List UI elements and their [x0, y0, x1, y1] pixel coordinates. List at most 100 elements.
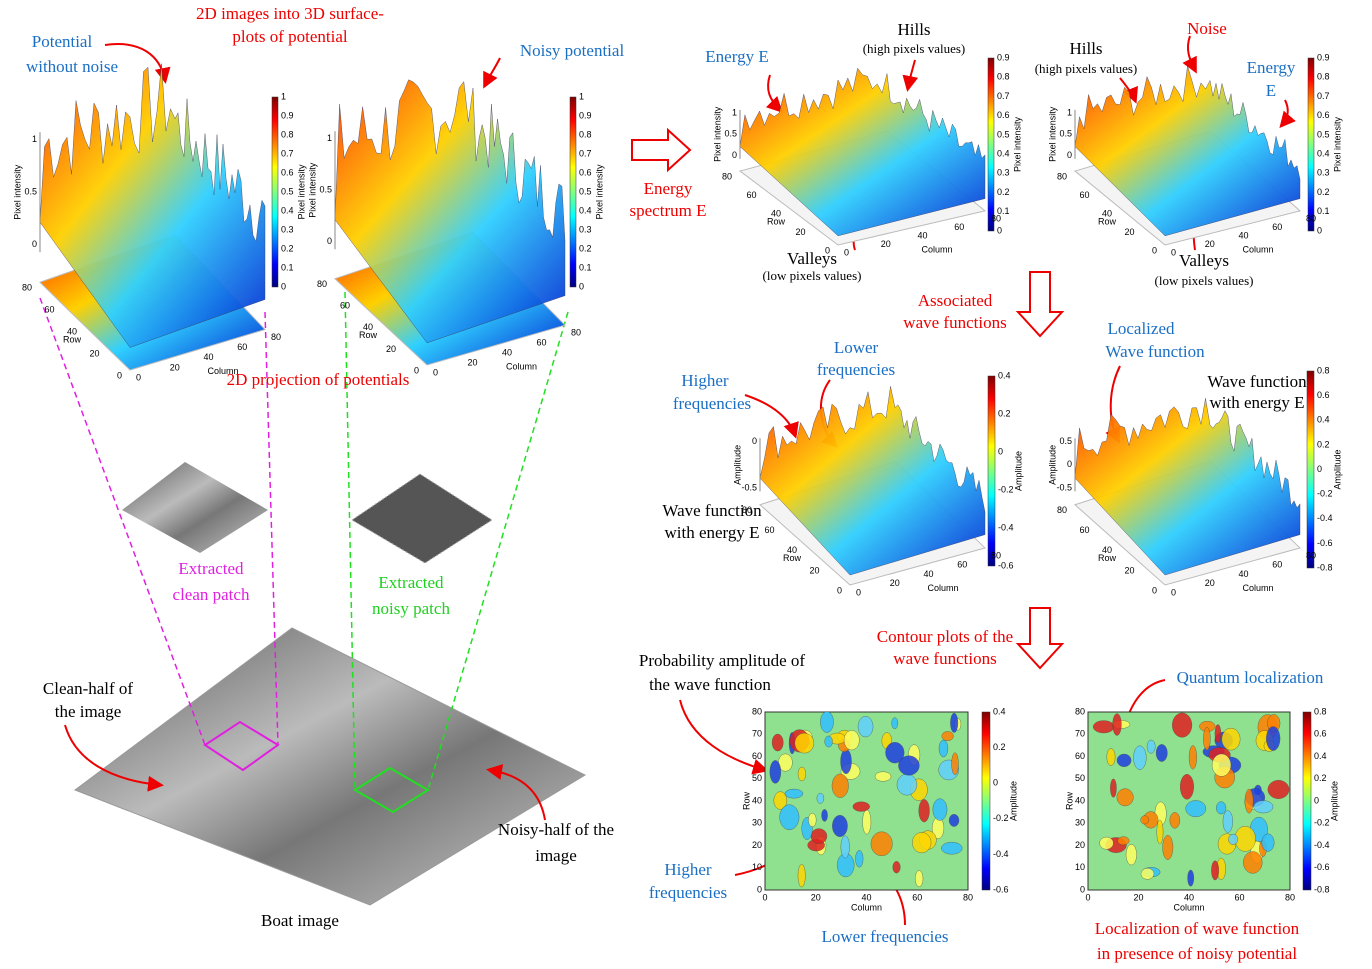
row-tick: 10 — [752, 862, 762, 872]
contour-blob — [1116, 753, 1132, 767]
column-tick: 60 — [237, 342, 247, 352]
contour-blob — [870, 831, 893, 857]
column-label: Column — [506, 361, 537, 371]
colorbar — [569, 96, 577, 288]
row-tick: 70 — [1075, 729, 1085, 739]
annotation: wave functions — [893, 649, 996, 668]
contour-blob — [1169, 812, 1181, 829]
row-tick: 40 — [67, 327, 77, 337]
colorbar-tick: 0.8 — [579, 129, 592, 139]
row-label: Row — [63, 335, 82, 345]
colorbar-label: Pixel intensity — [594, 164, 604, 220]
annotation: Valleys — [787, 249, 837, 268]
boat-image — [73, 627, 587, 906]
column-tick: 20 — [890, 578, 900, 588]
annotation: Energy — [1247, 58, 1296, 77]
contour-blob — [932, 798, 948, 821]
colorbar-tick: 0.1 — [579, 262, 592, 272]
contour-blob — [1261, 833, 1275, 852]
annotation: Valleys — [1179, 251, 1229, 270]
colorbar-tick: 0.4 — [579, 205, 592, 215]
column-tick: 0 — [1085, 892, 1090, 902]
row-tick: 60 — [764, 525, 774, 535]
colorbar-label: Pixel intensity — [1332, 116, 1342, 172]
contour-blob — [816, 792, 825, 804]
row-tick: 60 — [340, 301, 350, 311]
z-label: Pixel intensity — [307, 162, 317, 218]
colorbar-tick: 0.8 — [1317, 72, 1330, 82]
column-tick: 60 — [957, 560, 967, 570]
contour-blob — [918, 799, 930, 823]
colorbar-tick: 0.6 — [281, 167, 294, 177]
row-tick: 30 — [1075, 818, 1085, 828]
dash — [427, 311, 569, 791]
contour-blob — [1228, 833, 1239, 845]
row-tick: 20 — [89, 348, 99, 358]
noisy-patch — [351, 473, 493, 564]
annotation: clean patch — [173, 585, 250, 604]
annotation: Contour plots of the — [877, 627, 1013, 646]
colorbar — [1306, 370, 1315, 569]
annotation: (low pixels values) — [763, 268, 862, 283]
contour-blob — [1222, 810, 1233, 833]
contour-blob — [862, 809, 872, 835]
colorbar-tick: 0.4 — [1317, 415, 1330, 425]
column-label: Column — [922, 244, 953, 254]
colorbar-tick: 0.9 — [579, 110, 592, 120]
column-label: Column — [928, 583, 959, 593]
annotation: Wave function — [1105, 342, 1205, 361]
contour-blob — [948, 814, 960, 827]
contour-blob — [891, 717, 899, 730]
contour-blob — [1106, 748, 1116, 766]
annotation: Hills — [897, 20, 930, 39]
annotation: Extracted — [378, 573, 444, 592]
row-tick: 20 — [386, 344, 396, 354]
row-tick: 40 — [771, 208, 781, 218]
annotation: Noise — [1187, 19, 1227, 38]
annotation: Clean-half of — [43, 679, 133, 698]
column-tick: 60 — [1234, 892, 1244, 902]
annotation: the wave function — [649, 675, 771, 694]
colorbar-tick: -0.4 — [1314, 840, 1330, 850]
z-tick: 1 — [327, 133, 332, 143]
colorbar-tick: 0.4 — [1317, 148, 1330, 158]
column-tick: 0 — [844, 247, 849, 257]
row-tick: 40 — [363, 322, 373, 332]
surface — [759, 386, 986, 576]
contour-blob — [1244, 788, 1254, 814]
column-tick: 80 — [1306, 550, 1316, 560]
row-tick: 0 — [825, 245, 830, 255]
colorbar-tick: 0 — [998, 446, 1003, 456]
annotation: with energy E — [664, 523, 759, 542]
colorbar-tick: 0.3 — [997, 168, 1010, 178]
contour-blob — [1211, 860, 1220, 881]
column-tick: 0 — [1171, 587, 1176, 597]
contour-blob — [950, 712, 959, 733]
contour-blob — [898, 755, 920, 776]
annotation: Wave function — [662, 501, 762, 520]
column-label: Column — [1243, 583, 1274, 593]
contour-blob — [1253, 800, 1274, 814]
annotation: Boat image — [261, 911, 339, 930]
row-tick: 40 — [752, 795, 762, 805]
contour-blob — [1214, 724, 1222, 744]
contour-blob — [1216, 801, 1227, 815]
z-tick: 1 — [32, 134, 37, 144]
contour-blob — [1092, 720, 1115, 734]
z-tick: 0 — [732, 150, 737, 160]
column-tick: 40 — [502, 347, 512, 357]
contour-blob — [808, 813, 817, 827]
colorbar-tick: 0.6 — [579, 167, 592, 177]
colorbar-tick: 0.2 — [1317, 439, 1330, 449]
contour-blob — [797, 766, 807, 782]
column-tick: 40 — [204, 352, 214, 362]
annotation: Probability amplitude of — [639, 651, 806, 670]
colorbar-tick: 0.6 — [997, 110, 1010, 120]
row-label: Row — [359, 330, 378, 340]
contour-blob — [941, 731, 954, 742]
contour-blob — [820, 711, 834, 733]
row-tick: 50 — [752, 773, 762, 783]
contour-blob — [1211, 753, 1232, 777]
contour-blob — [840, 835, 850, 859]
plot: 0.9 0.8 0.7 0.6 0.5 0.4 0.3 0.2 0.1 0 Pixel intens… — [1047, 52, 1342, 257]
